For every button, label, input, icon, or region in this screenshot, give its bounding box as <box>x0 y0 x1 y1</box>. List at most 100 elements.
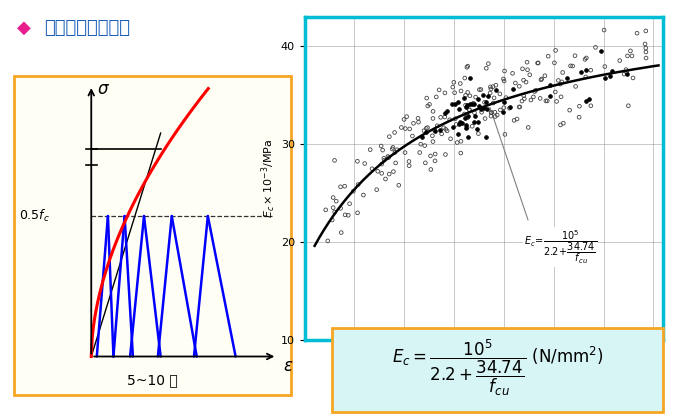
Point <box>424 101 435 108</box>
Point <box>399 116 410 123</box>
Point <box>555 81 566 87</box>
Point <box>528 94 539 100</box>
Point <box>494 91 505 97</box>
Point <box>524 71 535 78</box>
Point <box>619 71 630 77</box>
Point <box>403 163 414 169</box>
Point <box>432 122 443 129</box>
Point <box>540 97 551 104</box>
Point <box>461 104 472 110</box>
Point <box>586 67 596 74</box>
Point <box>421 129 432 136</box>
Point <box>464 106 475 113</box>
Point <box>596 47 607 54</box>
Point <box>359 160 370 167</box>
Point <box>383 154 394 161</box>
Point <box>328 204 338 211</box>
Point <box>447 84 458 90</box>
Point <box>469 109 480 116</box>
Point <box>422 124 433 131</box>
Point <box>388 168 399 175</box>
Point <box>404 126 415 132</box>
Point <box>462 101 473 108</box>
Point <box>348 188 359 194</box>
Point <box>507 70 518 77</box>
Point <box>481 65 492 72</box>
Point <box>412 115 423 122</box>
Point <box>387 144 398 151</box>
Y-axis label: $E_c \times 10^{-3}$/MPa: $E_c \times 10^{-3}$/MPa <box>259 139 278 218</box>
Point <box>449 100 460 107</box>
Point <box>545 92 556 99</box>
Text: ◆: ◆ <box>17 19 30 37</box>
Point <box>575 68 586 75</box>
Point <box>622 52 633 59</box>
Point <box>460 114 471 121</box>
Point <box>550 47 561 54</box>
Point <box>621 71 632 77</box>
Point <box>498 104 509 111</box>
Point <box>436 131 447 137</box>
Point <box>430 158 441 164</box>
Point <box>605 73 615 79</box>
Point <box>580 74 591 80</box>
Point <box>469 100 480 107</box>
Point <box>475 106 486 113</box>
Point <box>469 113 480 119</box>
Point <box>518 77 529 84</box>
X-axis label: $f_{cu}$/MPa: $f_{cu}$/MPa <box>461 363 507 379</box>
Point <box>621 69 632 76</box>
Text: $\varepsilon$: $\varepsilon$ <box>283 357 293 375</box>
Point <box>450 116 461 122</box>
Point <box>556 79 567 85</box>
Point <box>473 96 483 102</box>
Point <box>473 130 484 137</box>
Point <box>384 133 395 140</box>
Point <box>401 113 412 120</box>
Point <box>517 66 528 72</box>
Point <box>469 119 480 126</box>
Point <box>519 92 529 99</box>
Point <box>416 133 427 140</box>
Point <box>567 63 578 69</box>
Point <box>439 89 450 96</box>
Point <box>519 95 529 102</box>
Point <box>508 117 519 124</box>
Point <box>464 92 475 99</box>
Point <box>454 118 465 125</box>
Point <box>586 102 596 109</box>
Text: 5~10 次: 5~10 次 <box>127 373 177 387</box>
Point <box>555 121 566 128</box>
Point <box>486 109 497 116</box>
Point <box>422 102 433 109</box>
Point <box>440 151 451 158</box>
Point <box>415 141 426 147</box>
Point <box>425 152 436 159</box>
Text: $E_c\!=\!\dfrac{10^5}{2.2\!+\!\dfrac{34.74}{f_{cu}}}$: $E_c\!=\!\dfrac{10^5}{2.2\!+\!\dfrac{34.… <box>524 228 597 266</box>
Point <box>570 83 581 90</box>
Point <box>599 63 610 70</box>
Point <box>569 52 580 59</box>
Point <box>344 200 355 207</box>
Point <box>455 80 466 87</box>
Point <box>530 87 541 94</box>
Point <box>490 82 501 89</box>
Point <box>353 181 364 188</box>
Point <box>421 125 432 132</box>
Point <box>561 75 572 82</box>
Point <box>460 92 471 99</box>
Point <box>459 110 470 117</box>
Point <box>435 126 446 133</box>
Point <box>477 92 488 99</box>
Point <box>425 166 436 173</box>
Point <box>529 88 540 95</box>
Point <box>499 78 510 84</box>
Point <box>573 114 584 121</box>
Point <box>558 120 569 126</box>
Point <box>489 94 500 101</box>
Point <box>383 153 393 160</box>
Point <box>625 47 636 54</box>
Point <box>640 45 651 52</box>
Point <box>377 147 388 153</box>
Point <box>557 69 568 76</box>
